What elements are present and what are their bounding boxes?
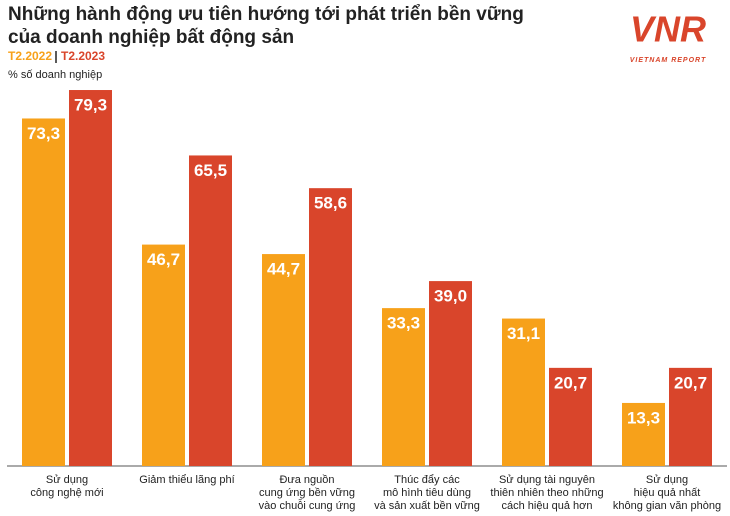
- value-label: 39,0: [434, 287, 467, 306]
- x-tick-line: Thúc đẩy các: [394, 474, 460, 486]
- x-tick-line: Sử dụng: [46, 474, 88, 486]
- logo-mark: VNR: [630, 9, 706, 50]
- x-tick-line: Sử dụng tài nguyên: [499, 474, 595, 486]
- x-tick-line: mô hình tiêu dùng: [383, 487, 471, 499]
- value-label: 44,7: [267, 260, 300, 279]
- logo-text: VIETNAM REPORT: [630, 57, 707, 64]
- value-label: 20,7: [554, 373, 587, 392]
- x-tick-label: Giảm thiểu lãng phí: [139, 474, 234, 486]
- bar: [22, 118, 65, 466]
- chart-title: Những hành động ưu tiên hướng tới phát t…: [8, 4, 524, 25]
- subtitle: % số doanh nghiệp: [8, 69, 102, 81]
- x-tick-line: Sử dụng: [646, 474, 688, 486]
- value-label: 58,6: [314, 194, 347, 213]
- x-tick-label: Đưa nguồn cung ứng bền vững vào chuỗi cung…: [259, 474, 356, 512]
- x-tick-line: Đưa nguồn: [279, 474, 334, 486]
- bar: [262, 254, 305, 466]
- x-tick-label: Thúc đẩy các mô hình tiêu dùng và sản xuất…: [374, 474, 480, 512]
- value-label: 65,5: [194, 161, 227, 180]
- value-label: 46,7: [147, 250, 180, 269]
- bar: [69, 90, 112, 466]
- bar: [622, 402, 665, 466]
- value-label: 20,7: [674, 373, 707, 392]
- value-label: 79,3: [74, 96, 107, 115]
- x-tick-line: không gian văn phòng: [613, 500, 721, 512]
- value-label: 33,3: [387, 314, 420, 333]
- bar: [502, 318, 545, 466]
- value-label: 73,3: [27, 124, 60, 143]
- x-tick-line: thiên nhiên theo những: [490, 487, 603, 499]
- x-tick-line: cung ứng bền vững: [259, 487, 355, 499]
- x-tick-line: và sản xuất bền vững: [374, 500, 480, 512]
- x-tick-label: Sử dụng hiệu quả nhất không gian văn phòng: [613, 474, 721, 512]
- x-tick-line: hiệu quả nhất: [634, 487, 701, 499]
- legend-label: T2.2022: [8, 49, 52, 63]
- bar: [429, 281, 472, 466]
- x-tick-line: công nghệ mới: [30, 487, 103, 499]
- bar: [382, 308, 425, 466]
- bar: [309, 188, 352, 466]
- value-label: 13,3: [627, 408, 660, 427]
- legend-label: T2.2023: [61, 49, 105, 63]
- x-tick-label: Sử dụng công nghệ mới: [30, 474, 103, 499]
- bar: [189, 155, 232, 466]
- bar: [669, 367, 712, 466]
- bar: [142, 244, 185, 466]
- chart-title: của doanh nghiệp bất động sản: [8, 27, 294, 48]
- bar: [549, 367, 592, 466]
- x-tick-line: Giảm thiểu lãng phí: [139, 474, 234, 486]
- x-tick-line: vào chuỗi cung ứng: [259, 499, 356, 512]
- x-tick-line: cách hiệu quả hơn: [501, 500, 592, 512]
- value-label: 31,1: [507, 324, 540, 343]
- x-tick-label: Sử dụng tài nguyên thiên nhiên theo những…: [490, 474, 603, 512]
